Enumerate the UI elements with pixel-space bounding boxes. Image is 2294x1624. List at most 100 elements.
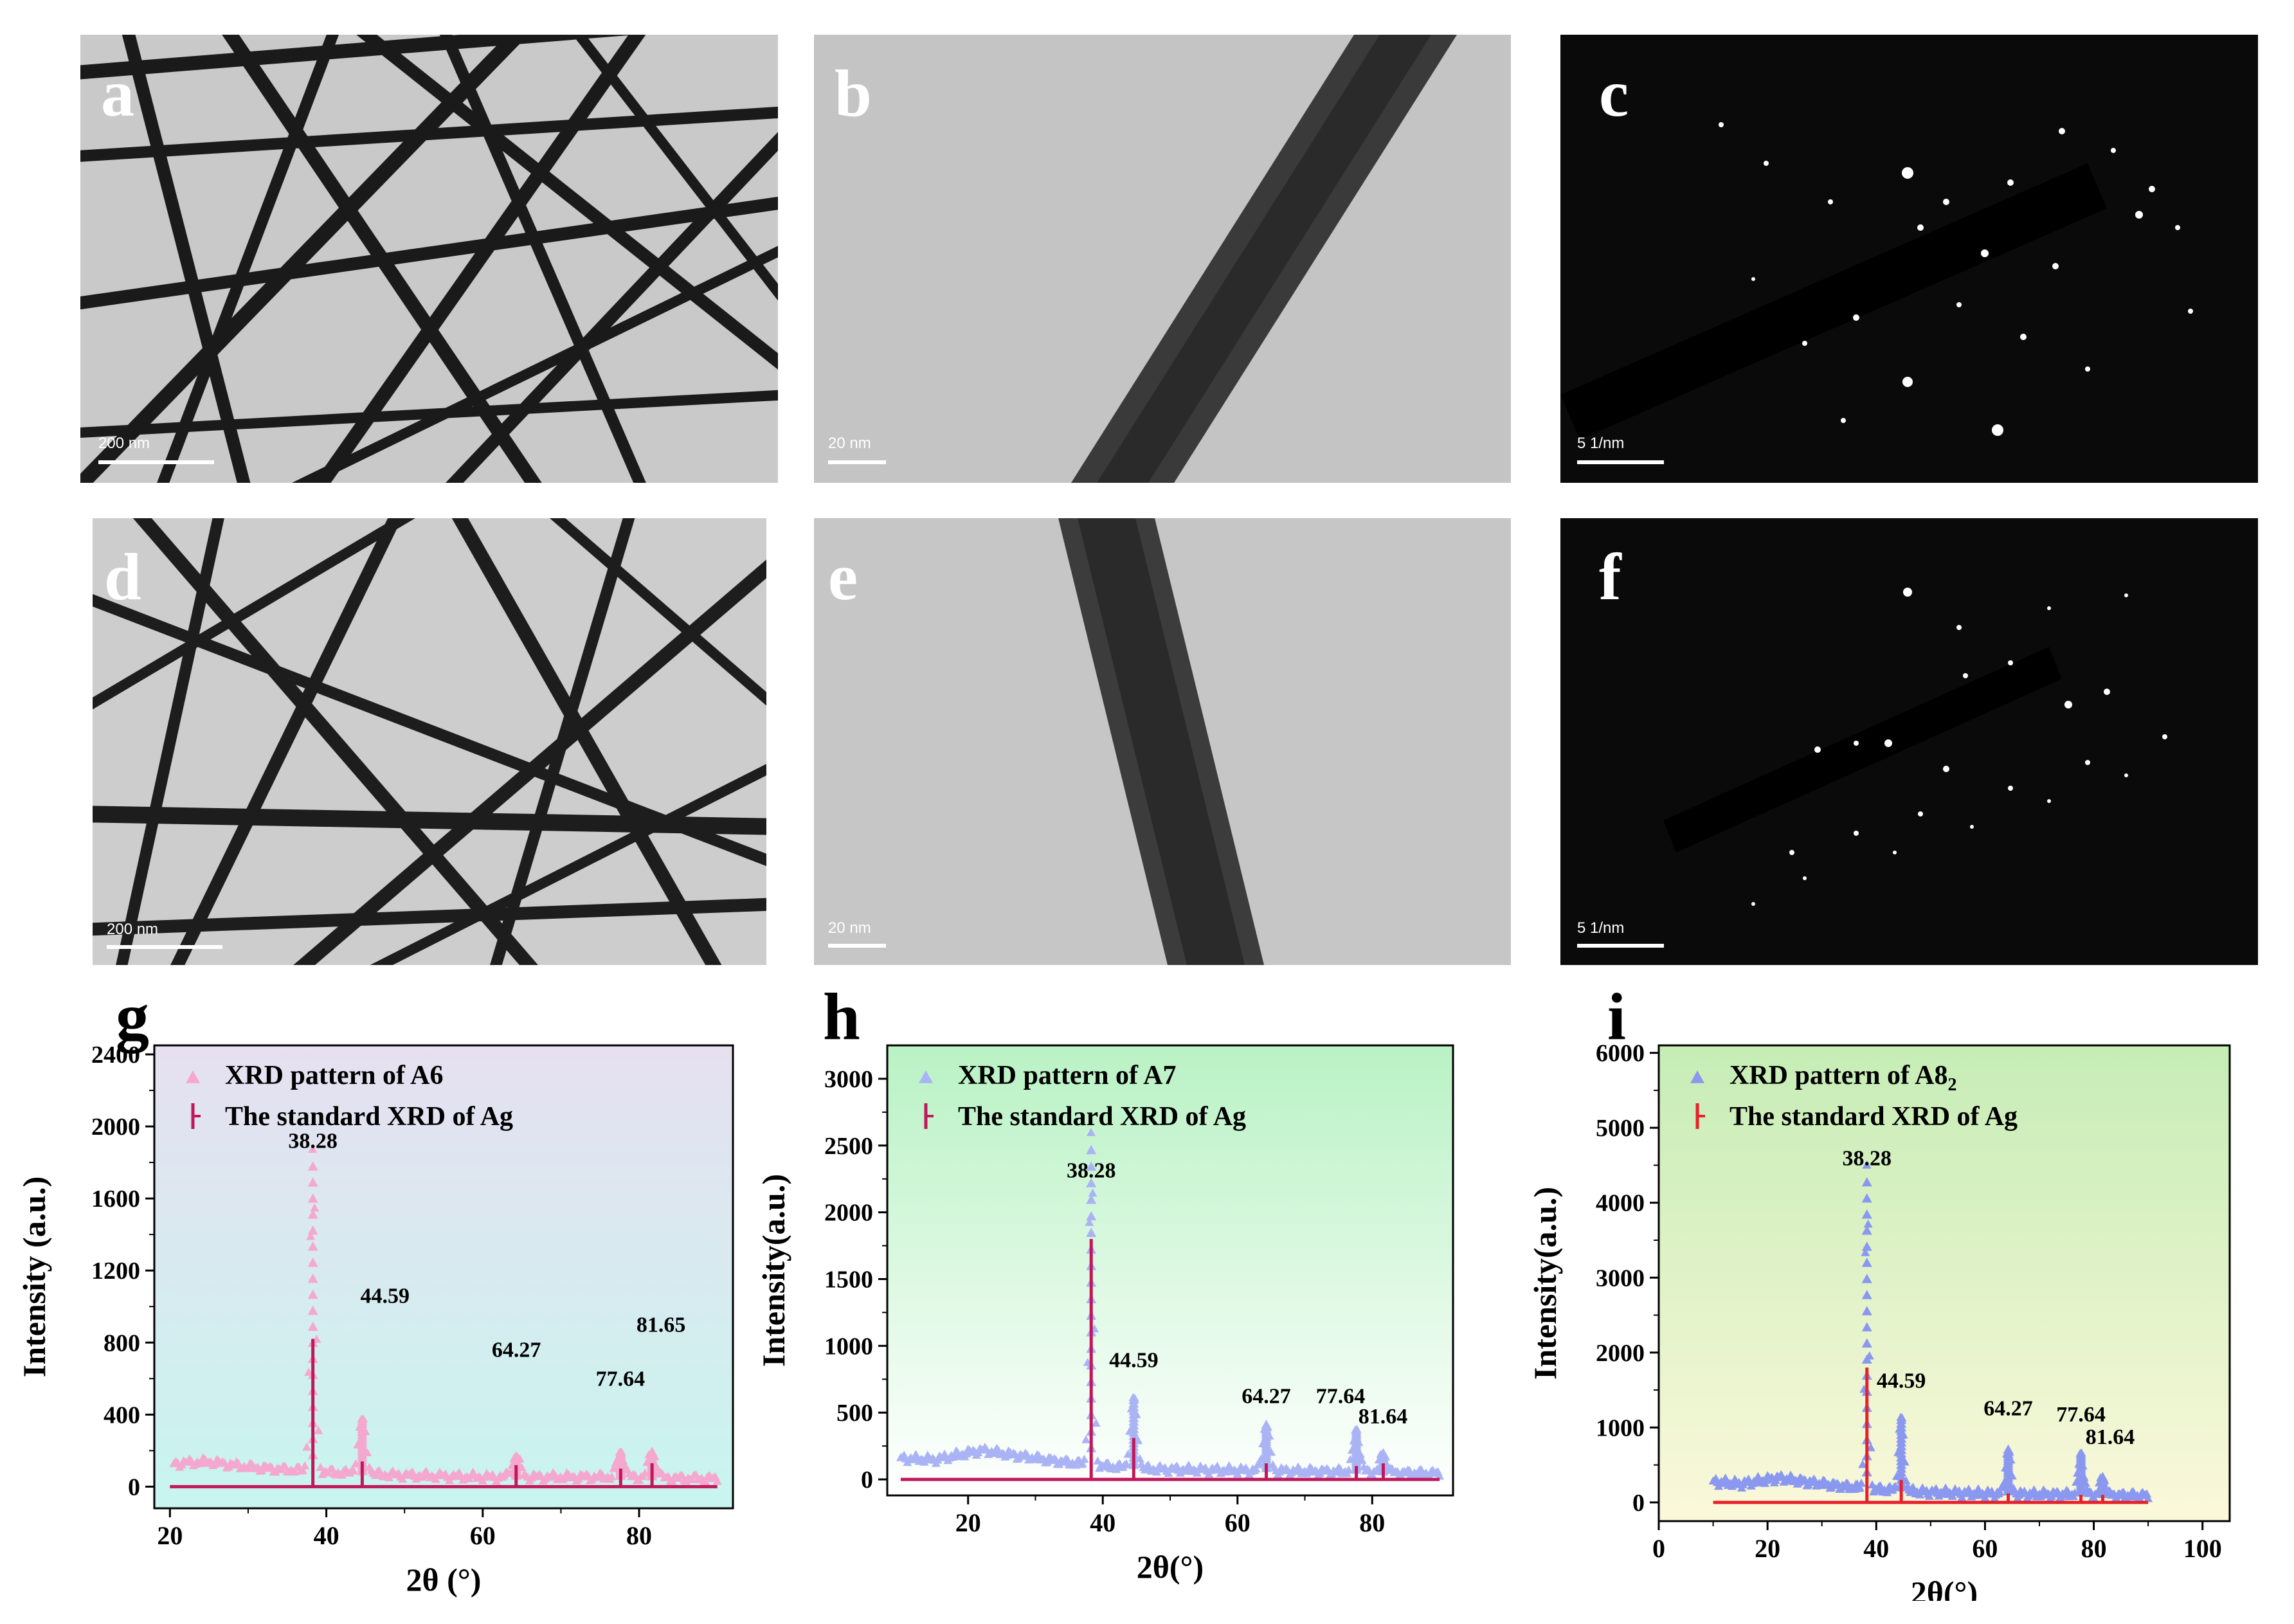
peak-label: 81.64 [2086, 1425, 2135, 1449]
pattern-point [1890, 1481, 1900, 1490]
legend-label-standard: The standard XRD of Ag [1730, 1102, 2018, 1132]
x-tick-label: 100 [2183, 1534, 2222, 1563]
y-tick-label: 2500 [824, 1133, 873, 1160]
pattern-point [1396, 1471, 1405, 1480]
pattern-point [1351, 1426, 1362, 1436]
pattern-point [307, 1273, 318, 1283]
y-tick-label: 1500 [824, 1267, 873, 1294]
pattern-point [1855, 1483, 1865, 1492]
pattern-point [1861, 1193, 1872, 1203]
pattern-point [1254, 1459, 1264, 1468]
panel-b-tem-image: b 20 nm [814, 35, 1511, 483]
x-tick-label: 0 [1652, 1534, 1665, 1563]
standard-ag-sticks [900, 1239, 1440, 1481]
chart-i: i 38.28 44.59 64.27 77.64 81.64 0 20 40 60 80 100 0 1… [1530, 984, 2294, 1601]
y-tick-label: 4000 [1596, 1190, 1645, 1217]
pattern-point [1251, 1464, 1261, 1473]
scale-bar-a [98, 460, 214, 464]
pattern-point [2119, 1488, 2129, 1496]
pattern-point [307, 1225, 318, 1235]
pattern-point [1863, 1219, 1873, 1228]
pattern-point [1861, 1177, 1872, 1187]
pattern-point [1086, 1128, 1096, 1137]
pattern-point [337, 1470, 347, 1479]
x-axis-label: 2θ(°) [1137, 1549, 1204, 1585]
standard-ag-sticks [1713, 1367, 2149, 1504]
pattern-point [609, 1463, 619, 1472]
x-axis-label: 2θ(°) [1911, 1574, 1978, 1601]
pattern-point [1908, 1483, 1918, 1491]
pattern-point [1364, 1465, 1374, 1474]
pattern-point [310, 1203, 320, 1212]
scale-label-a: 200 nm [98, 435, 150, 452]
pattern-point [307, 1177, 318, 1187]
pattern-point [647, 1447, 658, 1456]
y-tick-label: 800 [104, 1330, 140, 1357]
pattern-point [1861, 1354, 1872, 1364]
pattern-point [1947, 1492, 1957, 1500]
pattern-point [2097, 1472, 2108, 1481]
legend-marker-pattern [919, 1070, 933, 1083]
pattern-point [308, 1144, 318, 1153]
pattern-point [667, 1477, 677, 1485]
pattern-point [1435, 1471, 1445, 1480]
peak-label: 77.64 [596, 1367, 646, 1391]
chart-label-i: i [1607, 980, 1626, 1054]
pattern-point [196, 1457, 206, 1466]
chart-h: h 38.28 44.59 64.27 77.64 81.64 20 40 60 80 0 500 10… [759, 984, 1530, 1601]
legend-label-pattern: XRD pattern of A7 [958, 1061, 1176, 1090]
pattern-point [1866, 1443, 1875, 1452]
pattern-point [357, 1415, 368, 1425]
panel-e-tem-image: e 20 nm [814, 518, 1511, 965]
pattern-point [302, 1442, 312, 1451]
y-tick-label: 2400 [91, 1042, 140, 1069]
panel-a-tem-image: a 200 nm [80, 35, 778, 483]
plot-frame [1657, 1044, 2231, 1522]
chart-label-h: h [823, 980, 860, 1054]
scale-bar-f [1577, 944, 1664, 948]
xrd-pattern-series [1708, 1160, 2153, 1502]
peak-label: 64.27 [492, 1339, 541, 1362]
scale-bar-d [107, 945, 222, 949]
pattern-point [307, 1289, 318, 1299]
pattern-point [2075, 1449, 2086, 1459]
pattern-point [712, 1476, 722, 1485]
pattern-point [1086, 1144, 1097, 1155]
pattern-point [2144, 1493, 2153, 1502]
panel-label-f: f [1599, 540, 1621, 614]
peak-label: 77.64 [1316, 1385, 1366, 1409]
legend-marker-pattern [186, 1070, 200, 1083]
pattern-point [1861, 1338, 1872, 1348]
pattern-point [316, 1463, 325, 1471]
pattern-point [398, 1474, 408, 1483]
peak-label: 77.64 [2056, 1403, 2106, 1427]
pattern-point [1086, 1161, 1097, 1171]
standard-ag-sticks [170, 1339, 718, 1488]
pattern-point [2135, 1494, 2145, 1502]
diffraction-pattern-image-f [1560, 518, 2258, 965]
pattern-point [1088, 1188, 1097, 1197]
pattern-point [1261, 1420, 1272, 1429]
pattern-point [1091, 1418, 1101, 1427]
y-tick-label: 3000 [824, 1066, 873, 1093]
plot-background [154, 1045, 733, 1508]
legend-label-standard: The standard XRD of Ag [958, 1102, 1246, 1132]
pattern-point [593, 1472, 603, 1481]
y-tick-label: 1000 [824, 1333, 873, 1360]
chart-g: g 38.28 44.59 64.27 77.64 81.65 20 40 60 80 0 400 80… [0, 984, 759, 1601]
panel-label-a: a [101, 57, 134, 131]
y-axis-label: Intensity(a.u.) [759, 1174, 791, 1367]
pattern-point [607, 1472, 617, 1481]
peak-label: 81.65 [637, 1313, 686, 1337]
scale-bar-e [828, 944, 886, 948]
pattern-point [431, 1474, 440, 1483]
pattern-point [1843, 1479, 1852, 1488]
pattern-point [1861, 1225, 1872, 1235]
pattern-point [307, 1193, 318, 1203]
pattern-point [1086, 1227, 1097, 1238]
peak-label: 44.59 [1877, 1369, 1926, 1393]
scale-bar-b [828, 460, 886, 464]
y-tick-label: 2000 [91, 1114, 140, 1141]
